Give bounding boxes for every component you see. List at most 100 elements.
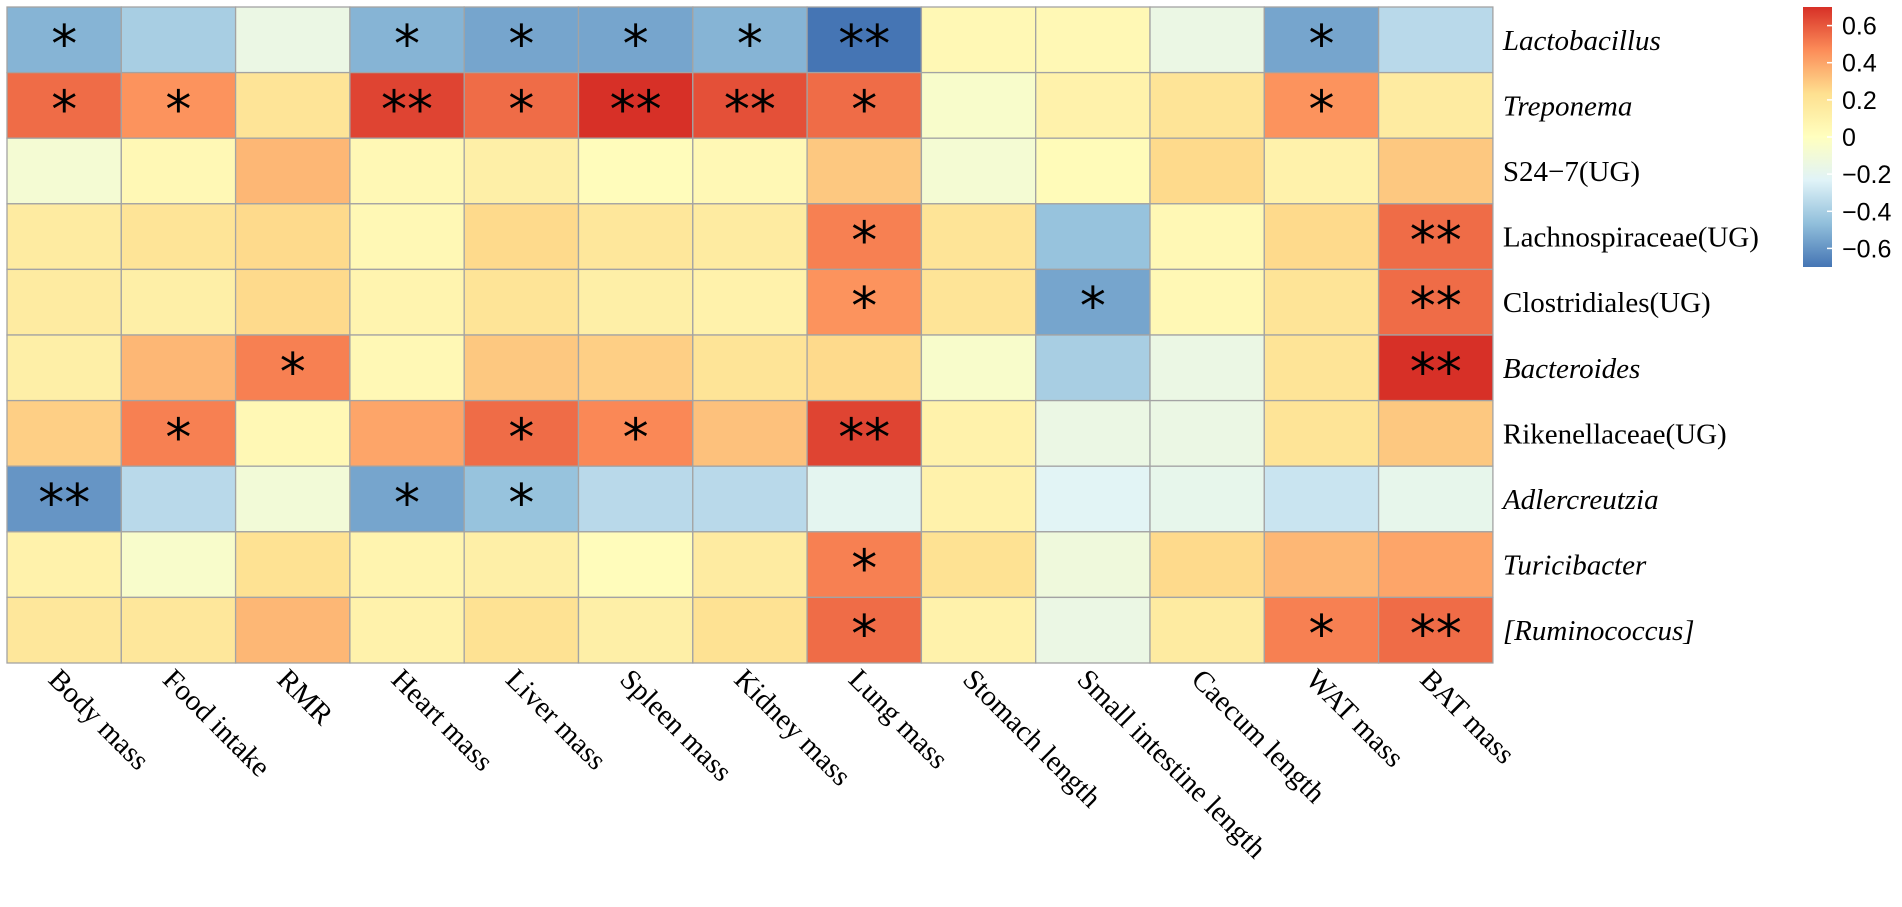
row-label: [Ruminococcus] xyxy=(1503,615,1695,647)
heatmap-cell xyxy=(692,203,808,271)
significance-marker: * xyxy=(737,15,763,75)
heatmap-cell xyxy=(920,465,1037,533)
heatmap-cell xyxy=(6,399,122,467)
row-label: Treponema xyxy=(1503,90,1632,122)
heatmap-cell xyxy=(577,596,694,664)
heatmap-cell xyxy=(1035,334,1151,402)
significance-markers: * * * * * ** ** * ** * ** ** * ** *** * *** *** * * **** * ***… xyxy=(38,15,1462,665)
heatmap-cell xyxy=(349,334,465,402)
heatmap-cell xyxy=(6,531,122,599)
heatmap-cell xyxy=(1149,399,1265,467)
heatmap-cell xyxy=(577,531,694,599)
column-label: Lung mass xyxy=(842,663,954,775)
column-label: Kidney mass xyxy=(728,663,857,792)
heatmap-cell xyxy=(1377,6,1494,74)
heatmap-cell xyxy=(349,6,465,74)
heatmap-cell xyxy=(349,71,465,139)
column-label: Liver mass xyxy=(499,663,612,776)
heatmap-cell xyxy=(234,71,351,139)
heatmap-cell xyxy=(6,465,122,533)
heatmap-cell xyxy=(6,71,122,139)
heatmap-cell xyxy=(463,71,580,139)
heatmap-cell xyxy=(1149,596,1265,664)
heatmap-cell xyxy=(1377,465,1494,533)
heatmap-cell xyxy=(120,203,237,271)
significance-marker: ** xyxy=(838,15,890,75)
color-legend-tick-label: 0.2 xyxy=(1842,87,1877,115)
significance-marker: * xyxy=(1080,277,1106,337)
heatmap-cell xyxy=(692,531,808,599)
heatmap-cell xyxy=(920,6,1037,74)
heatmap-cell xyxy=(6,334,122,402)
column-label: WAT mass xyxy=(1299,663,1410,774)
heatmap-cells xyxy=(6,6,1494,664)
heatmap-cell xyxy=(577,399,694,467)
heatmap-cell xyxy=(6,596,122,664)
heatmap-cell xyxy=(234,6,351,74)
heatmap-cell xyxy=(920,399,1037,467)
row-label: Lachnospiraceae(UG) xyxy=(1503,222,1759,254)
heatmap-cell xyxy=(1263,268,1380,336)
heatmap-cell xyxy=(920,334,1037,402)
significance-marker: * xyxy=(51,15,77,75)
heatmap-cell xyxy=(1035,6,1151,74)
heatmap-cell xyxy=(1149,71,1265,139)
color-legend-tick-label: −0.6 xyxy=(1842,235,1891,263)
row-label: Bacteroides xyxy=(1503,353,1640,385)
significance-marker: ** xyxy=(1410,343,1462,403)
row-labels: Lactobacillus Treponema S24−7(UG) Lachnospi… xyxy=(1501,25,1759,647)
heatmap-cell xyxy=(6,6,122,74)
heatmap-cell xyxy=(692,137,808,205)
heatmap-cell xyxy=(349,465,465,533)
heatmap-cell xyxy=(463,334,580,402)
color-legend-tick-label: −0.2 xyxy=(1842,161,1891,189)
heatmap-cell xyxy=(806,465,923,533)
heatmap-cell xyxy=(234,334,351,402)
heatmap-cell xyxy=(1263,203,1380,271)
heatmap-cell xyxy=(120,596,237,664)
significance-marker: * xyxy=(508,474,534,534)
heatmap-cell xyxy=(349,203,465,271)
heatmap-cell xyxy=(1035,71,1151,139)
heatmap-cell xyxy=(463,268,580,336)
heatmap-cell xyxy=(1263,71,1380,139)
heatmap-cell xyxy=(1263,6,1380,74)
significance-marker: ** xyxy=(381,80,433,140)
row-label: Turicibacter xyxy=(1503,550,1647,582)
heatmap-cell xyxy=(692,596,808,664)
significance-marker: * xyxy=(280,343,306,403)
heatmap-cell xyxy=(1377,137,1494,205)
heatmap-cell xyxy=(1149,334,1265,402)
column-label: Food intake xyxy=(156,663,276,783)
significance-marker: * xyxy=(623,408,649,468)
heatmap-cell xyxy=(1377,203,1494,271)
heatmap-cell xyxy=(234,399,351,467)
heatmap-cell xyxy=(692,268,808,336)
heatmap-cell xyxy=(577,465,694,533)
significance-marker: * xyxy=(508,408,534,468)
column-label: BAT mass xyxy=(1414,663,1521,770)
color-legend-tick-label: 0.6 xyxy=(1842,13,1877,41)
column-label: Heart mass xyxy=(385,663,499,777)
significance-marker: * xyxy=(851,80,877,140)
color-legend-tick-label: 0.4 xyxy=(1842,50,1877,78)
heatmap-cell xyxy=(463,399,580,467)
heatmap-cell xyxy=(692,465,808,533)
significance-marker: ** xyxy=(838,408,890,468)
significance-marker: ** xyxy=(38,474,90,534)
heatmap-cell xyxy=(234,268,351,336)
heatmap-cell xyxy=(1035,596,1151,664)
heatmap-cell xyxy=(463,596,580,664)
heatmap-cell xyxy=(577,334,694,402)
color-legend-tick-label: −0.4 xyxy=(1842,198,1891,226)
significance-marker: ** xyxy=(610,80,662,140)
heatmap-cell xyxy=(6,203,122,271)
significance-marker: ** xyxy=(1410,277,1462,337)
heatmap-cell xyxy=(120,137,237,205)
heatmap-cell xyxy=(1149,203,1265,271)
heatmap-cell xyxy=(6,268,122,336)
column-label: Small intestine length xyxy=(1071,663,1273,865)
heatmap-cell xyxy=(1377,71,1494,139)
column-label: Spleen mass xyxy=(614,663,739,788)
heatmap-cell xyxy=(1149,268,1265,336)
